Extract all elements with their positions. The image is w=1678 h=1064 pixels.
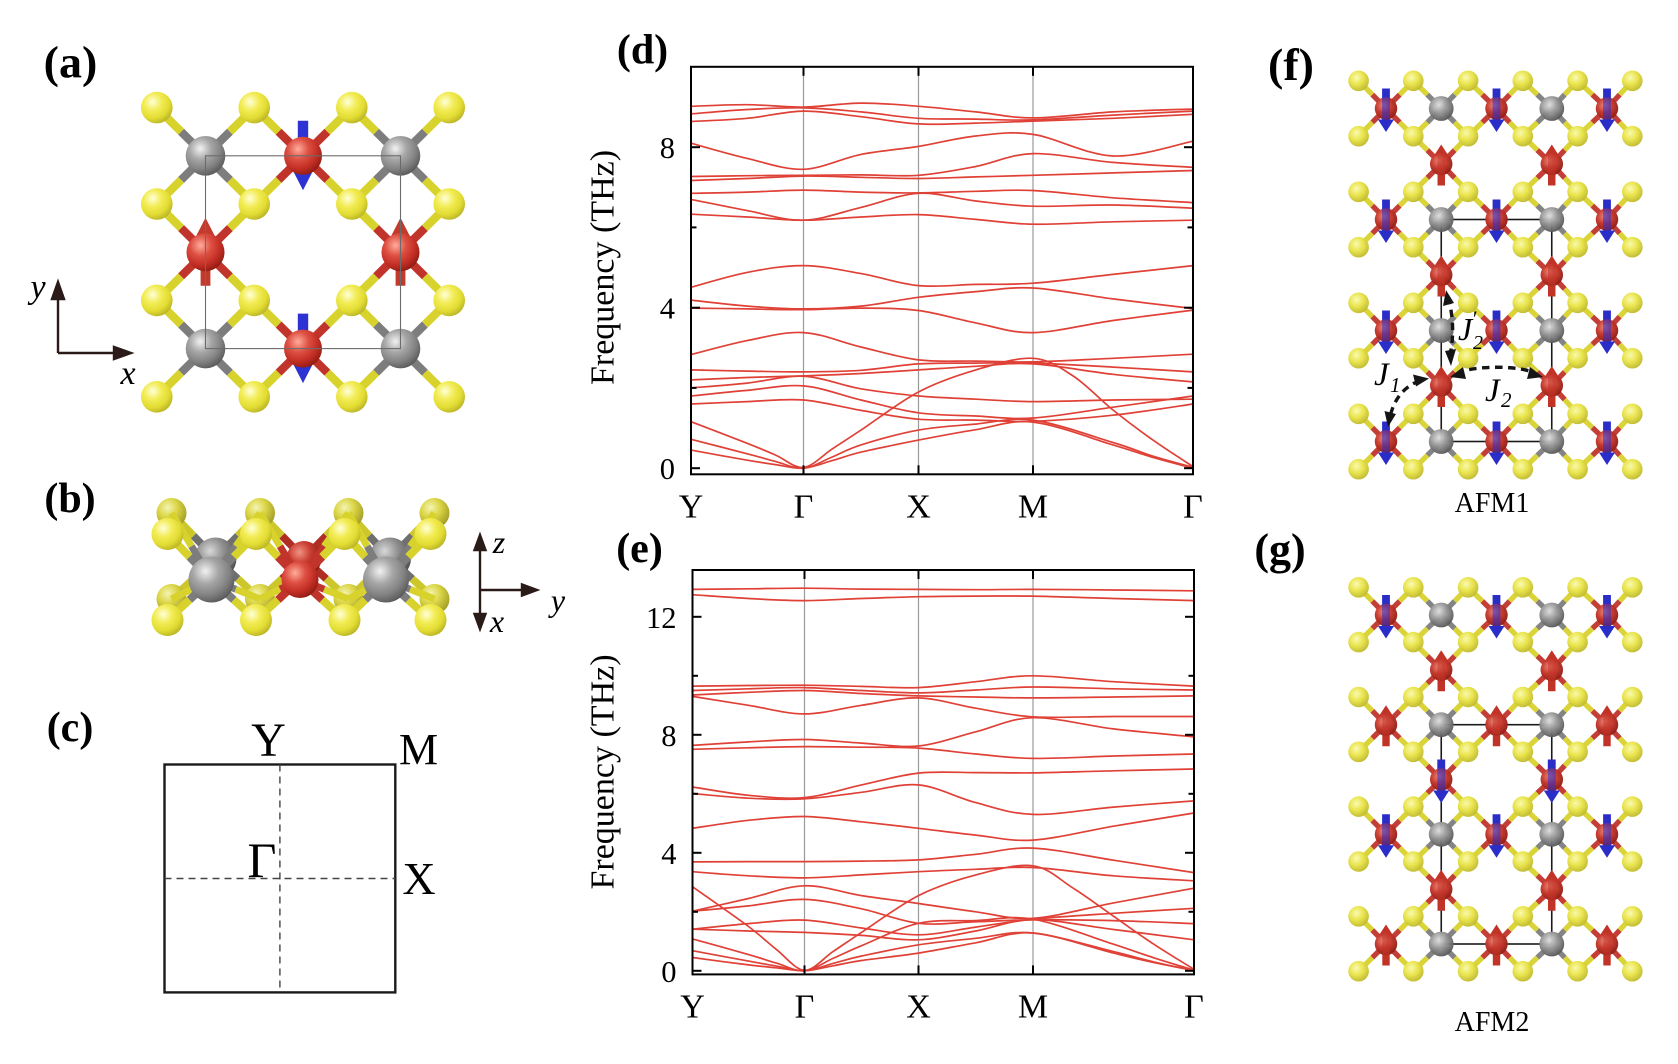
svg-text:y: y (548, 582, 566, 618)
svg-text:8: 8 (661, 719, 676, 753)
svg-text:J: J (1374, 357, 1390, 393)
svg-text:AFM2: AFM2 (1455, 1007, 1530, 1038)
svg-text:Γ: Γ (795, 988, 815, 1025)
svg-text:4: 4 (660, 292, 675, 326)
svg-text:M: M (399, 725, 438, 774)
svg-text:Γ: Γ (1183, 488, 1203, 525)
svg-text:2: 2 (1501, 388, 1512, 412)
svg-text:0: 0 (661, 955, 676, 989)
svg-text:0: 0 (660, 452, 675, 486)
svg-text:(g): (g) (1254, 525, 1305, 574)
svg-text:x: x (489, 603, 504, 639)
svg-text:Frequency (THz): Frequency (THz) (585, 654, 622, 889)
svg-text:Γ: Γ (1184, 988, 1204, 1025)
svg-text:Y: Y (679, 488, 704, 525)
svg-text:X: X (906, 988, 931, 1025)
svg-text:M: M (1018, 988, 1048, 1025)
svg-text:AFM1: AFM1 (1455, 488, 1530, 519)
svg-text:2: 2 (1473, 332, 1483, 354)
svg-text:M: M (1018, 488, 1048, 525)
svg-text:Γ: Γ (248, 832, 277, 888)
svg-text:12: 12 (646, 601, 677, 635)
svg-text:x: x (119, 355, 135, 392)
svg-text:Frequency (THz): Frequency (THz) (585, 150, 622, 385)
svg-text:Γ: Γ (794, 488, 814, 525)
svg-text:′: ′ (1472, 306, 1478, 331)
svg-text:1: 1 (1390, 373, 1401, 397)
svg-text:(c): (c) (47, 705, 94, 751)
svg-text:8: 8 (660, 131, 675, 165)
svg-text:(b): (b) (44, 476, 95, 522)
svg-text:J: J (1485, 373, 1501, 409)
svg-text:X: X (906, 488, 931, 525)
svg-text:J: J (1458, 311, 1474, 347)
svg-text:y: y (27, 269, 46, 306)
svg-text:Y: Y (251, 714, 286, 767)
svg-text:(d): (d) (617, 28, 668, 74)
svg-text:Y: Y (680, 988, 705, 1025)
svg-text:z: z (492, 524, 506, 560)
svg-text:(a): (a) (44, 37, 98, 88)
svg-text:4: 4 (661, 837, 676, 871)
svg-text:(e): (e) (616, 526, 663, 572)
svg-text:(f): (f) (1268, 39, 1314, 90)
svg-text:X: X (402, 853, 435, 904)
